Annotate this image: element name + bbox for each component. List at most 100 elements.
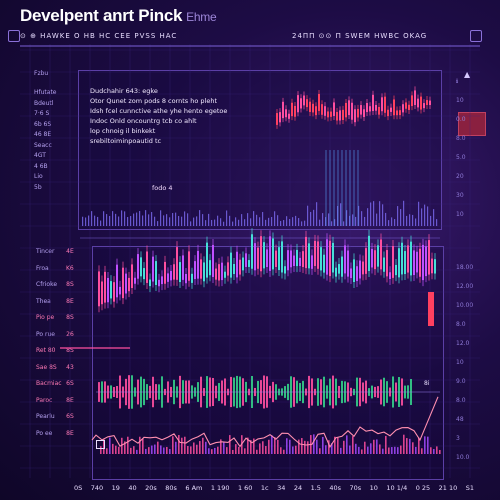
low-bar (313, 434, 315, 454)
arrow-up-icon[interactable]: ▲ (464, 70, 471, 79)
square-icon[interactable] (96, 440, 105, 449)
corner-button-icon-right[interactable] (470, 30, 482, 42)
low-bar (256, 449, 258, 454)
low-bar (292, 446, 294, 454)
candle-body (149, 279, 151, 287)
left-axis-label: 4GT (34, 152, 46, 159)
candle-body (366, 103, 368, 113)
candle-body (275, 250, 277, 267)
candle-body (245, 253, 247, 267)
volume-bar (91, 211, 93, 226)
info-line: Otor Qunet zom pods 8 cornts ho pleht (90, 97, 218, 105)
candle-body (113, 282, 115, 302)
candle-body (354, 109, 356, 123)
candle-body (330, 111, 332, 117)
candle-body (218, 264, 220, 281)
candle-body (414, 90, 416, 105)
candle-body (209, 260, 211, 276)
candle-body (371, 248, 373, 268)
candle-body (134, 277, 136, 284)
low-bar (250, 440, 252, 454)
right-axis-label: 9.0 (456, 378, 466, 385)
candle-body (408, 104, 410, 110)
volume-bar (229, 215, 231, 226)
candle-body (341, 256, 343, 277)
volume-bar (316, 202, 318, 226)
volume-bar (202, 214, 204, 226)
candle-body (426, 100, 428, 105)
volume-bar (301, 221, 303, 226)
candle-body (266, 249, 268, 268)
candle-body (390, 107, 392, 112)
low-bar (127, 436, 129, 454)
volume-bar (292, 217, 294, 226)
low-bar (178, 435, 180, 454)
left-axis2-label: Pio pe (36, 314, 55, 321)
candle-body (395, 264, 397, 276)
low-bar (316, 439, 318, 454)
volume-bar (391, 217, 393, 226)
candle-body (224, 271, 226, 278)
low-bar (118, 446, 120, 454)
candle-body (402, 104, 404, 113)
top-chart-panel[interactable] (78, 70, 442, 230)
low-bar (367, 446, 369, 454)
low-bar (280, 447, 282, 454)
toolbar-left[interactable]: ⊙ ⊕ HAWKE O HB HC CEE PVSS HAC (20, 32, 178, 40)
candle-body (285, 109, 287, 118)
candle-body (416, 251, 418, 273)
volume-bar (409, 214, 411, 226)
candle-body (291, 102, 293, 117)
low-bar (295, 445, 297, 454)
left-axis2-label: Tincer (36, 248, 55, 255)
low-bar (247, 437, 249, 454)
volume-bar (205, 220, 207, 226)
candle-body (351, 102, 353, 120)
bottom-axis-label: 40 (128, 484, 137, 492)
volume-bar (250, 218, 252, 226)
volume-bar (124, 211, 126, 226)
mid-volume-bars (96, 375, 440, 409)
candle-body (353, 259, 355, 283)
volume-bar (151, 212, 153, 226)
toolbar-right[interactable]: 24ΠΠ ⊙⊙ Π SWEM HWBC OKAG (292, 32, 428, 40)
volume-bar (214, 219, 216, 226)
low-bar (358, 446, 360, 454)
low-bar (340, 447, 342, 454)
volume-bar (412, 214, 414, 226)
low-bar (121, 437, 123, 454)
low-bar (436, 446, 438, 454)
bottom-axis-label: S1 (465, 484, 474, 492)
candle-body (365, 248, 367, 274)
bottom-axis-label: 1 190 (210, 484, 230, 492)
volume-bar (142, 215, 144, 226)
candle-body (308, 243, 310, 269)
candle-body (329, 240, 331, 277)
low-bar (214, 447, 216, 454)
low-bar (403, 434, 405, 454)
candle-body (345, 102, 347, 118)
candle-body (363, 109, 365, 117)
candle-body (380, 239, 382, 270)
candle-body (417, 98, 419, 108)
low-bar (232, 449, 234, 454)
right-axis-label: 5.0 (456, 154, 466, 161)
candle-body (279, 112, 281, 123)
low-bar (190, 446, 192, 454)
volume-bar (82, 216, 84, 226)
volume-bar (232, 221, 234, 226)
volume-bar (187, 213, 189, 226)
bottom-axis-label: 1.5 (310, 484, 321, 492)
low-bar (346, 435, 348, 454)
low-bar (415, 446, 417, 454)
volume-bar (238, 219, 240, 226)
corner-button-icon[interactable] (8, 30, 20, 42)
candle-body (422, 244, 424, 281)
low-bar (277, 439, 279, 454)
candle-body (350, 268, 352, 279)
low-bar (217, 446, 219, 454)
candle-body (396, 110, 398, 116)
candle-body (405, 102, 407, 109)
candle-body (384, 96, 386, 113)
low-bar (205, 441, 207, 454)
